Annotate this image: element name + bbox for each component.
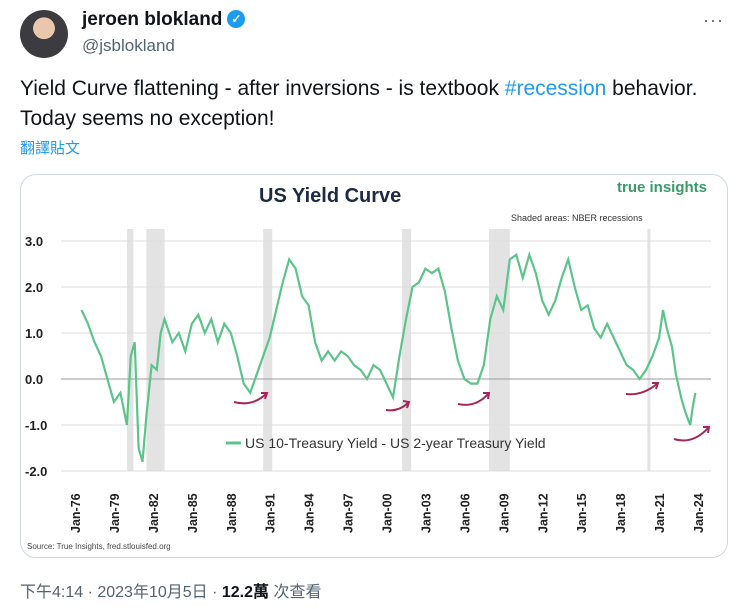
timestamp[interactable]: 下午4:14 · 2023年10月5日 · xyxy=(20,584,222,601)
recession-band xyxy=(263,229,273,471)
recession-band xyxy=(647,229,651,471)
view-count: 12.2萬 xyxy=(221,584,270,601)
y-tick-label: 2.0 xyxy=(25,280,43,295)
arrow-icon xyxy=(625,382,660,396)
x-tick-label: Jan-97 xyxy=(342,493,356,533)
avatar[interactable] xyxy=(20,10,68,58)
x-tick-label: Jan-21 xyxy=(653,493,667,533)
x-tick-label: Jan-18 xyxy=(614,493,628,533)
chart-source: Source: True Insights, fred.stlouisfed.o… xyxy=(27,542,171,551)
tweet-text-part: behavior. Today seems no exception! xyxy=(20,77,698,130)
recession-band xyxy=(489,229,510,471)
x-tick-label: Jan-06 xyxy=(458,493,472,533)
y-tick-label: 1.0 xyxy=(25,326,43,341)
arrow-annotations xyxy=(233,382,711,442)
translate-link[interactable]: 翻譯貼文 xyxy=(20,140,81,157)
x-tick-label: Jan-91 xyxy=(264,493,278,533)
y-tick-label: 3.0 xyxy=(25,234,43,249)
y-tick-label: -2.0 xyxy=(25,464,47,479)
arrow-icon xyxy=(385,400,411,412)
author-name[interactable]: jeroen blokland ✓ xyxy=(82,9,246,31)
chart-note: Shaded areas: NBER recessions xyxy=(511,213,643,223)
y-tick-label: -1.0 xyxy=(25,418,47,433)
x-tick-label: Jan-88 xyxy=(225,493,239,533)
legend-label: US 10-Treasury Yield - US 2-year Treasur… xyxy=(245,435,546,451)
views-label: 次查看 xyxy=(269,584,322,601)
x-tick-label: Jan-76 xyxy=(69,493,83,533)
tweet-meta: 下午4:14 · 2023年10月5日 · 12.2萬 次查看 xyxy=(20,578,321,602)
y-tick-label: 0.0 xyxy=(25,372,43,387)
arrow-icon xyxy=(673,426,711,442)
x-tick-label: Jan-94 xyxy=(303,493,317,533)
more-options-icon[interactable]: ··· xyxy=(703,10,724,30)
brand-logo: true insights xyxy=(617,179,707,196)
verified-badge-icon: ✓ xyxy=(227,10,246,28)
x-tick-label: Jan-12 xyxy=(536,493,550,533)
x-tick-label: Jan-85 xyxy=(186,493,200,533)
series-line xyxy=(80,251,697,463)
arrow-icon xyxy=(457,392,491,406)
arrow-icon xyxy=(233,392,269,405)
author-handle[interactable]: @jsblokland xyxy=(82,36,175,55)
x-tick-label: Jan-24 xyxy=(692,493,706,533)
x-tick-label: Jan-15 xyxy=(575,493,589,533)
recession-band xyxy=(126,229,134,471)
tweet-text-part: Yield Curve flattening - after inversion… xyxy=(20,77,505,100)
author-name-text: jeroen blokland xyxy=(82,9,223,30)
chart-image[interactable]: US Yield Curve true insights Shaded area… xyxy=(20,174,728,558)
recession-band xyxy=(146,229,165,471)
recession-band xyxy=(402,229,412,471)
x-tick-label: Jan-82 xyxy=(147,493,161,533)
chart-title: US Yield Curve xyxy=(259,185,401,207)
hashtag-link[interactable]: #recession xyxy=(504,77,607,100)
x-tick-label: Jan-09 xyxy=(497,493,511,533)
yield-curve-chart: US Yield Curve true insights Shaded area… xyxy=(25,179,711,551)
tweet-text: Yield Curve flattening - after inversion… xyxy=(20,74,720,134)
x-tick-label: Jan-00 xyxy=(381,493,395,533)
x-tick-label: Jan-79 xyxy=(108,493,122,533)
x-tick-label: Jan-03 xyxy=(419,493,433,533)
